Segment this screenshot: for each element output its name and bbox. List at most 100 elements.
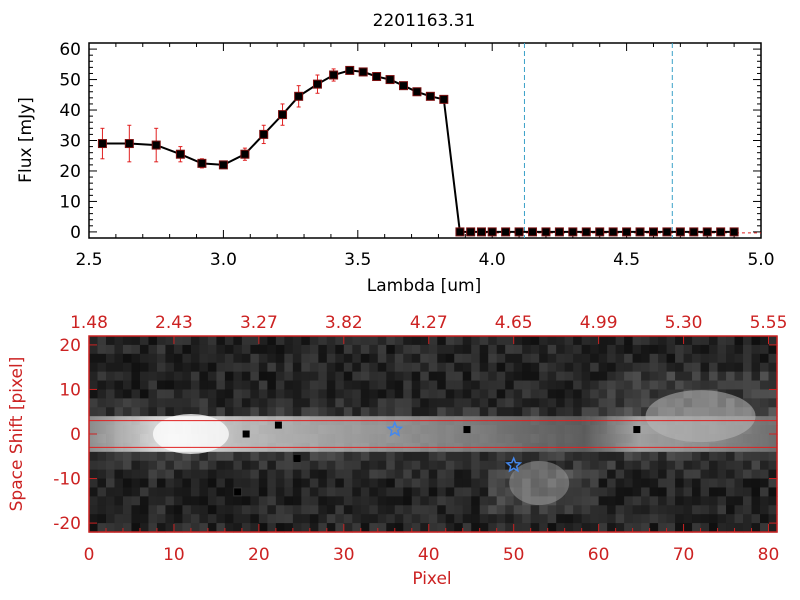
- image-pixel: [734, 523, 744, 533]
- image-pixel: [471, 389, 481, 399]
- image-pixel: [250, 478, 260, 489]
- image-pixel: [649, 505, 659, 515]
- image-pixel: [114, 380, 124, 391]
- image-pixel: [522, 505, 532, 515]
- image-pixel: [403, 451, 413, 462]
- image-pixel: [768, 469, 778, 480]
- image-pixel: [547, 398, 557, 408]
- image-pixel: [734, 496, 744, 506]
- image-pixel: [250, 460, 260, 471]
- image-pixel: [462, 336, 472, 346]
- image-pixel: [505, 514, 515, 524]
- image-pixel: [284, 478, 294, 489]
- image-pixel: [751, 460, 761, 471]
- image-pixel: [326, 478, 336, 489]
- data-point: [455, 227, 465, 237]
- secondary-source: [645, 390, 756, 443]
- image-pixel: [360, 407, 370, 417]
- image-pixel: [428, 487, 438, 497]
- image-pixel: [275, 478, 285, 489]
- image-pixel: [403, 344, 413, 355]
- image-pixel: [318, 451, 328, 462]
- image-pixel: [241, 353, 251, 364]
- image-pixel: [564, 451, 574, 462]
- image-pixel: [114, 514, 124, 524]
- image-pixel: [743, 496, 753, 506]
- image-pixel: [743, 460, 753, 471]
- image-pixel: [768, 451, 778, 462]
- image-pixel: [768, 398, 778, 408]
- image-pixel: [666, 353, 676, 364]
- image-pixel: [700, 469, 710, 480]
- image-pixel: [760, 478, 770, 489]
- image-pixel: [148, 398, 158, 408]
- image-pixel: [505, 469, 515, 480]
- image-pixel: [165, 505, 175, 515]
- image-pixel: [318, 398, 328, 408]
- image-pixel: [649, 371, 659, 382]
- image-pixel: [89, 371, 99, 382]
- image-pixel: [250, 398, 260, 408]
- image-pixel: [318, 469, 328, 480]
- image-pixel: [275, 523, 285, 533]
- image-pixel: [454, 478, 464, 489]
- image-pixel: [760, 398, 770, 408]
- image-pixel: [318, 478, 328, 489]
- image-pixel: [420, 487, 430, 497]
- image-pixel: [607, 505, 617, 515]
- image-pixel: [649, 344, 659, 355]
- image-pixel: [173, 469, 184, 480]
- image-pixel: [530, 389, 540, 399]
- image-pixel: [89, 523, 99, 533]
- image-pixel: [471, 514, 481, 524]
- image-pixel: [301, 371, 311, 382]
- image-pixel: [445, 478, 455, 489]
- image-pixel: [207, 344, 218, 355]
- image-pixel: [190, 353, 201, 364]
- image-pixel: [360, 336, 370, 346]
- image-pixel: [632, 505, 642, 515]
- image-pixel: [131, 523, 141, 533]
- image-pixel: [114, 344, 124, 355]
- image-pixel: [692, 344, 702, 355]
- image-pixel: [394, 344, 404, 355]
- image-pixel: [428, 505, 438, 515]
- image-pixel: [258, 389, 268, 399]
- image-pixel: [173, 505, 184, 515]
- image-pixel: [590, 451, 600, 462]
- image-pixel: [709, 362, 719, 373]
- image-pixel: [471, 362, 481, 373]
- image-pixel: [360, 514, 370, 524]
- image-pixel: [267, 460, 277, 471]
- image-pixel: [216, 344, 226, 355]
- image-pixel: [658, 469, 668, 480]
- image-pixel: [573, 523, 583, 533]
- image-pixel: [343, 362, 353, 373]
- image-pixel: [615, 380, 625, 391]
- image-pixel: [760, 362, 770, 373]
- image-pixel: [709, 487, 719, 497]
- image-pixel: [343, 353, 353, 364]
- image-pixel: [411, 478, 421, 489]
- image-pixel: [114, 487, 124, 497]
- image-pixel: [122, 371, 133, 382]
- image-pixel: [717, 496, 727, 506]
- image-pixel: [148, 460, 158, 471]
- image-pixel: [462, 371, 472, 382]
- source-marker: [633, 426, 641, 434]
- image-pixel: [666, 344, 676, 355]
- image-pixel: [190, 344, 201, 355]
- image-pixel: [726, 380, 736, 391]
- image-pixel: [717, 460, 727, 471]
- image-pixel: [89, 398, 99, 408]
- image-pixel: [692, 505, 702, 515]
- image-pixel: [394, 353, 404, 364]
- image-pixel: [343, 451, 353, 462]
- image-pixel: [658, 460, 668, 471]
- image-pixel: [190, 505, 201, 515]
- image-pixel: [224, 398, 234, 408]
- image-pixel: [734, 380, 744, 391]
- image-pixel: [377, 344, 387, 355]
- image-pixel: [89, 407, 99, 417]
- image-pixel: [173, 460, 184, 471]
